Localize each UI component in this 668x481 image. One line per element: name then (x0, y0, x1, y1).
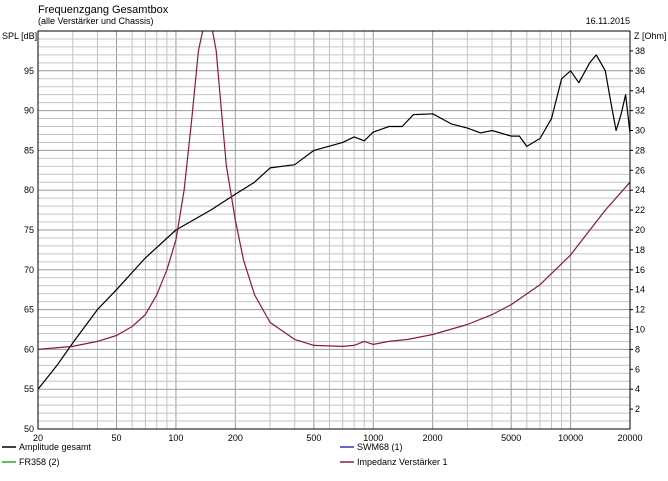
series-line-amplitude-gesamt (38, 54, 630, 390)
legend-label: FR358 (2) (19, 457, 60, 467)
y-right-tick-label: 10 (635, 325, 645, 335)
y-right-tick-label: 14 (635, 285, 645, 295)
x-tick-label: 200 (228, 433, 243, 443)
x-tick-label: 10000 (558, 433, 583, 443)
chart-title: Frequenzgang Gesamtbox (38, 4, 169, 16)
y-right-tick-label: 28 (635, 145, 645, 155)
y-left-tick-label: 85 (24, 145, 34, 155)
y-right-tick-label: 16 (635, 265, 645, 275)
x-tick-label: 1000 (363, 433, 383, 443)
plot-frame (37, 30, 631, 430)
x-tick-label: 100 (168, 433, 183, 443)
y-left-tick-label: 70 (24, 265, 34, 275)
chart-date: 16.11.2015 (586, 16, 630, 26)
y-left-tick-label: 95 (24, 66, 34, 76)
x-tick-label: 20 (33, 433, 43, 443)
y-right-tick-label: 20 (635, 225, 645, 235)
legend-label: SWM68 (1) (357, 442, 403, 452)
x-tick-labels: 20 50 100 200 500 1000 2000 5000 10000 20000 (33, 433, 643, 443)
grid (38, 31, 630, 429)
y-left-tick-label: 50 (24, 424, 34, 434)
y-left-tick-label: 80 (24, 185, 34, 195)
y-right-tick-label: 4 (635, 384, 640, 394)
series-lines (38, 31, 630, 390)
legend-label: Amplitude gesamt (19, 442, 92, 452)
y-right-tick-label: 24 (635, 185, 645, 195)
y-right-tick-label: 12 (635, 305, 645, 315)
y-right-tick-label: 30 (635, 126, 645, 136)
y-right-tick-label: 2 (635, 404, 640, 414)
y-right-axis-label: Z [Ohm] (634, 31, 667, 41)
x-tick-label: 20000 (617, 433, 642, 443)
legend-label: Impedanz Verstärker 1 (357, 457, 448, 467)
y-left-tick-label: 55 (24, 384, 34, 394)
chart-subtitle: (alle Verstärker und Chassis) (38, 16, 154, 26)
y-left-tick-label: 65 (24, 305, 34, 315)
y-right-tick-label: 36 (635, 66, 645, 76)
y-right-tick-label: 6 (635, 364, 640, 374)
y-left-tick-label: 75 (24, 225, 34, 235)
x-tick-label: 5000 (501, 433, 521, 443)
y-left-tick-labels: 50 55 60 65 70 75 80 85 90 95 (24, 66, 34, 434)
y-right-tick-label: 34 (635, 86, 645, 96)
y-left-tick-label: 60 (24, 344, 34, 354)
y-left-axis-label: SPL [dB] (2, 31, 37, 41)
y-right-tick-label: 26 (635, 165, 645, 175)
y-right-tick-label: 38 (635, 46, 645, 56)
y-right-tick-label: 18 (635, 245, 645, 255)
x-tick-label: 2000 (423, 433, 443, 443)
y-right-tick-label: 22 (635, 205, 645, 215)
x-tick-label: 500 (306, 433, 321, 443)
series-line-impedanz-verst-rker-1 (38, 31, 630, 350)
y-right-tick-label: 8 (635, 344, 640, 354)
y-left-tick-label: 90 (24, 106, 34, 116)
y-right-tick-label: 32 (635, 106, 645, 116)
x-tick-label: 50 (112, 433, 122, 443)
legend: Amplitude gesamt SWM68 (1) FR358 (2) Impeda… (2, 442, 448, 467)
